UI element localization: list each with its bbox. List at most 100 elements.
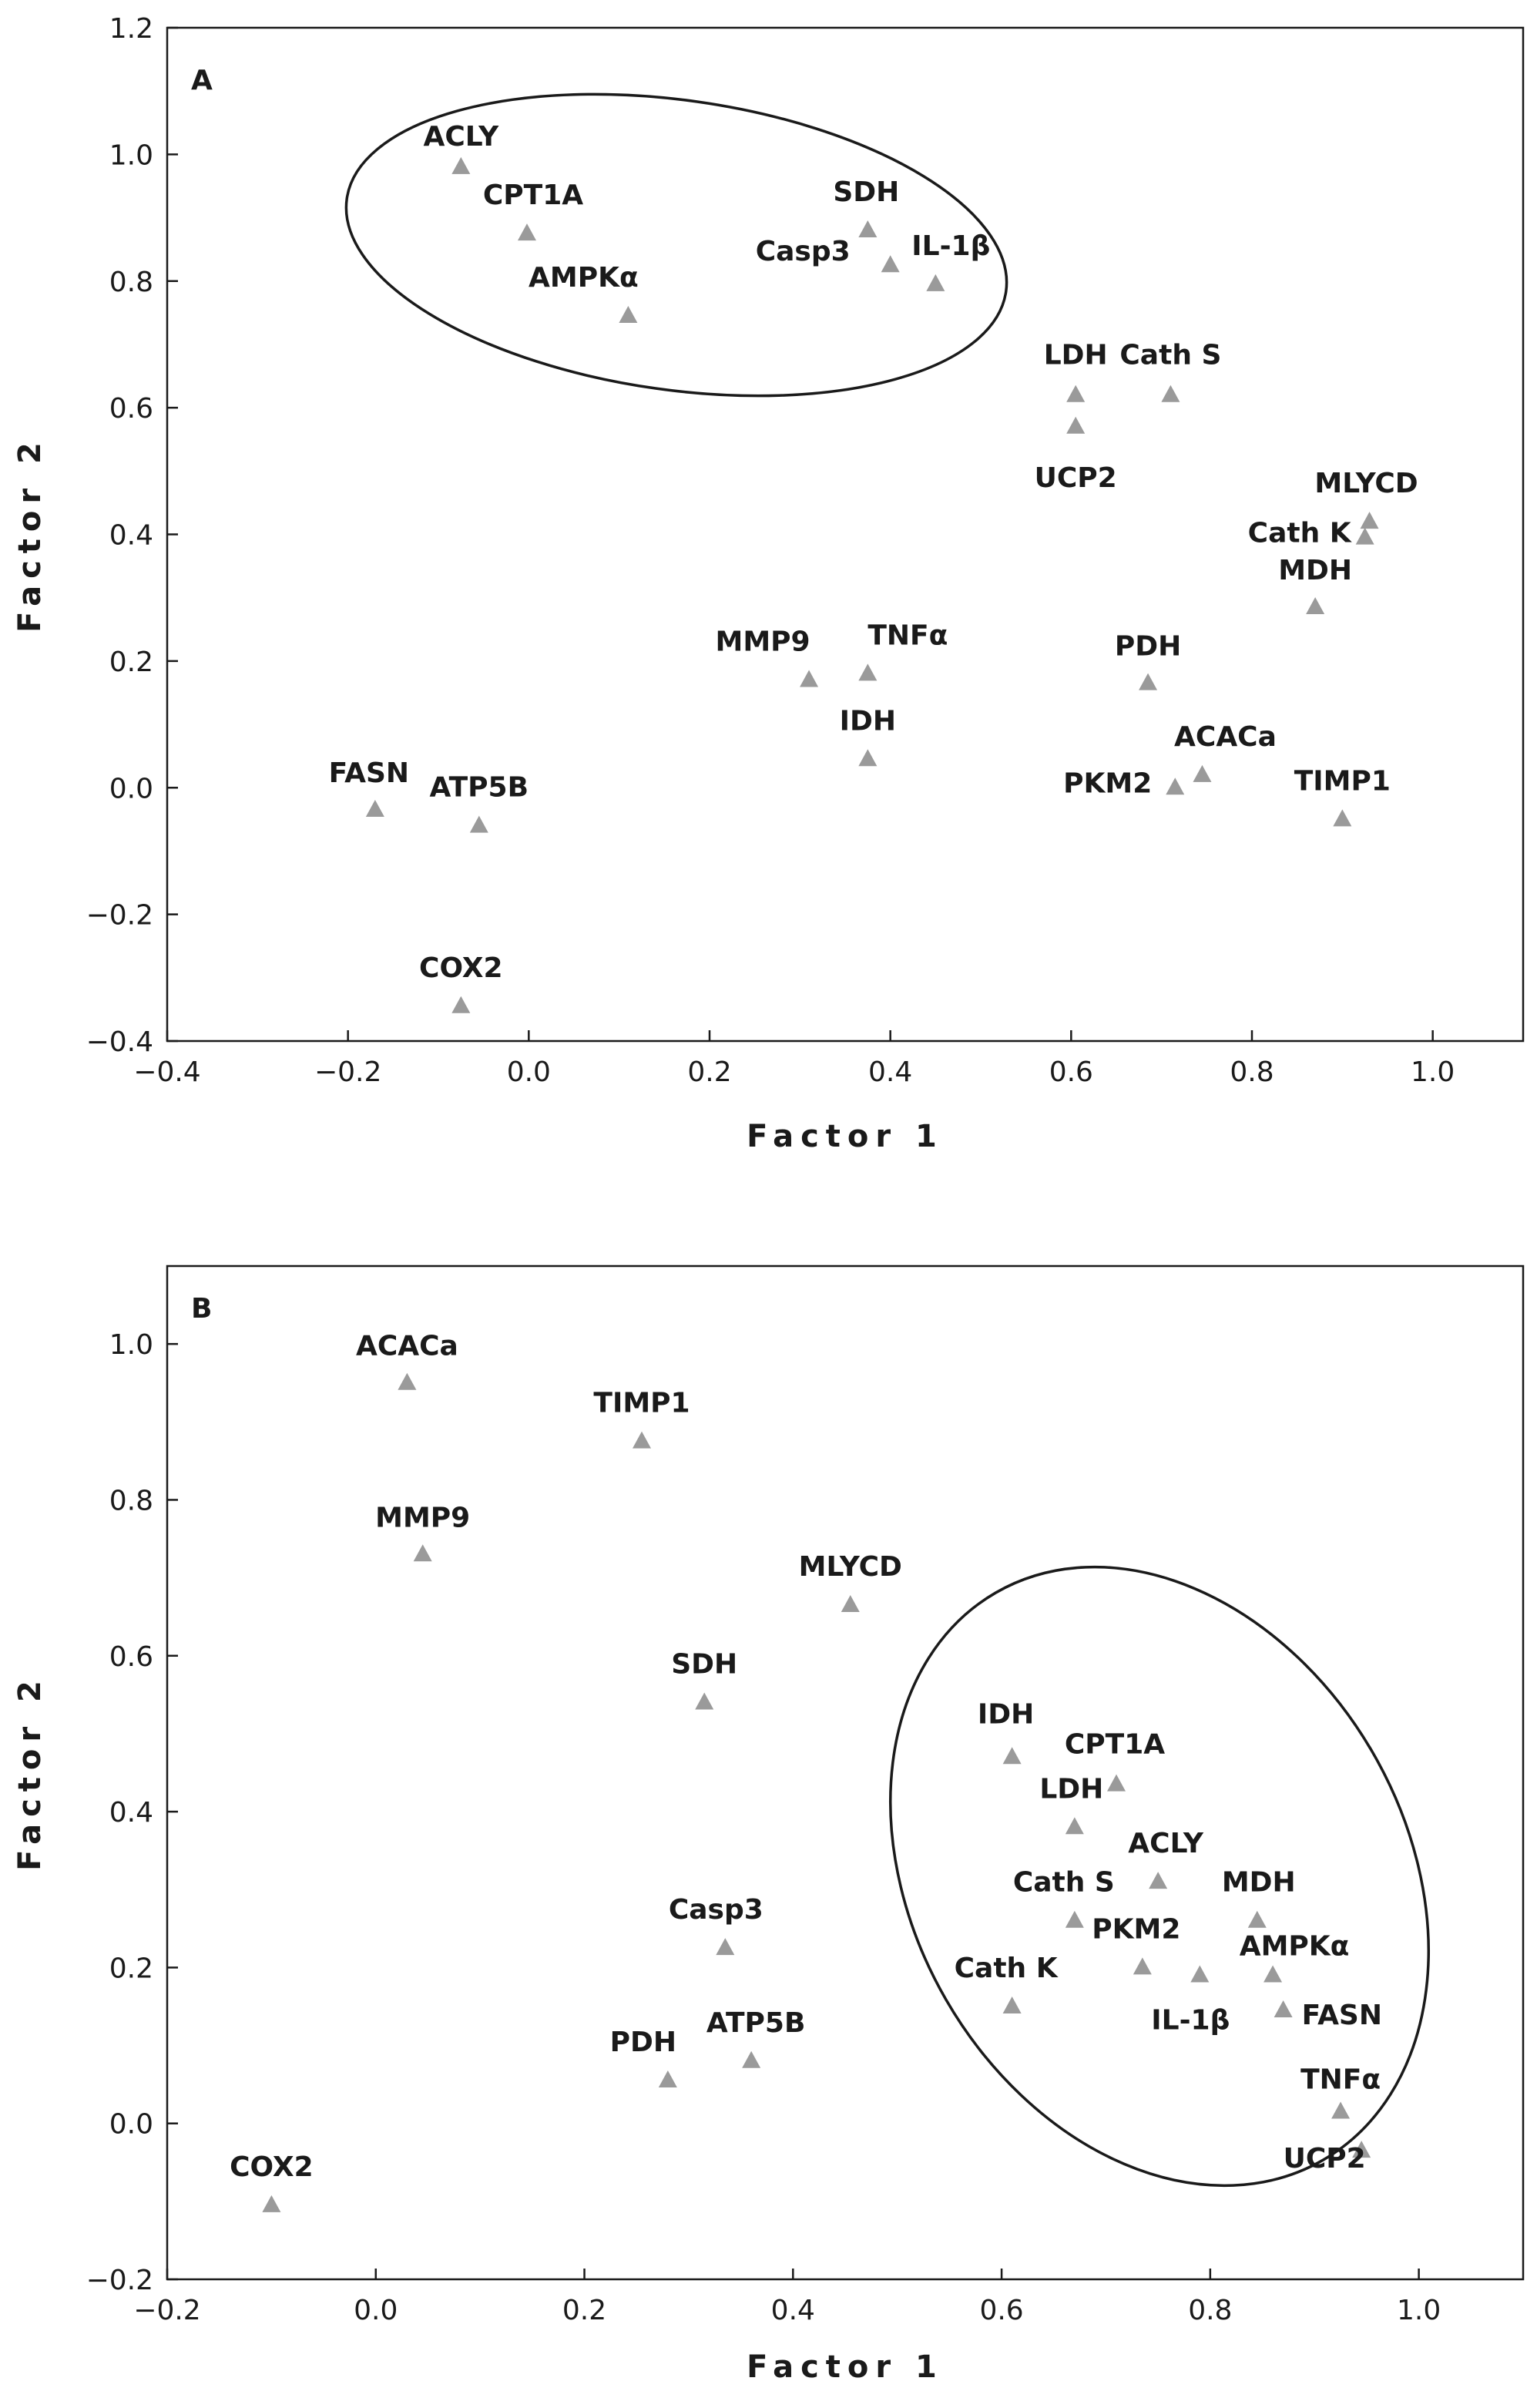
- x-tick-label-a: 0.8: [1230, 1056, 1274, 1088]
- point-mdh-b: [1247, 1910, 1267, 1928]
- point-label-ucp2-b: UCP2: [1284, 2143, 1366, 2175]
- panel-b: B −0.2 0.0 0.2 0.4 0.6 0.8 1.0 −0.2 0.0 0.2 0.4 0.…: [12, 1264, 1525, 2385]
- point-cath-k-b: [1002, 1996, 1022, 2013]
- point-label-sdh-b: SDH: [671, 1648, 737, 1680]
- point-label-timp1-b: TIMP1: [593, 1388, 690, 1419]
- point-label-timp1-a: TIMP1: [1294, 765, 1391, 797]
- point-fasn-b: [1274, 2000, 1293, 2018]
- x-tick-label-a: 0.0: [507, 1056, 551, 1088]
- x-tick-label-b: 0.0: [354, 2295, 398, 2326]
- point-sdh-a: [858, 220, 878, 237]
- point-label-idh-a: IDH: [840, 705, 896, 737]
- y-tick-label-a: 0.2: [109, 646, 153, 678]
- point-atp5b-b: [742, 2050, 761, 2068]
- panel-a: A −0.4 −0.2 0.0 0.2 0.4 0.6 0.8 1.0 1.2 −0.4 −0.2…: [12, 13, 1525, 1154]
- point-label-mlycd-a: MLYCD: [1314, 468, 1418, 499]
- point-il-1b-b: [1190, 1965, 1210, 1983]
- point-label-cpt1a-b: CPT1A: [1065, 1729, 1165, 1761]
- point-mlycd-b: [841, 1595, 860, 1613]
- point-label-acaca-a: ACACa: [1174, 721, 1277, 753]
- y-tick-label-a: 0.4: [109, 520, 153, 552]
- point-label-pdh-a: PDH: [1115, 631, 1181, 663]
- point-ldh-b: [1065, 1817, 1084, 1835]
- point-mmp9-b: [413, 1544, 432, 1562]
- point-label-casp3-a: Casp3: [756, 236, 851, 267]
- point-label-casp3-b: Casp3: [669, 1894, 763, 1926]
- x-tick-label-a: 0.6: [1049, 1056, 1093, 1088]
- point-casp3-b: [716, 1938, 735, 1956]
- point-pkm2-b: [1133, 1957, 1152, 1975]
- point-fasn-a: [365, 800, 384, 818]
- point-ucp2-a: [1066, 416, 1086, 434]
- point-tnfa-a: [858, 663, 878, 681]
- x-axis-title-b: Factor 1: [747, 2349, 944, 2385]
- point-cpt1a-b: [1107, 1774, 1126, 1792]
- x-tick-label-b: 0.8: [1188, 2295, 1232, 2326]
- cluster-ellipse-b: [889, 1565, 1430, 2188]
- point-cath-k-a: [1355, 527, 1374, 545]
- point-label-acaca-b: ACACa: [356, 1331, 458, 1362]
- point-label-pkm2-b: PKM2: [1092, 1913, 1180, 1945]
- x-axis-b: −0.2 0.0 0.2 0.4 0.6 0.8 1.0: [133, 2269, 1441, 2326]
- x-tick-label-b: 0.4: [771, 2295, 815, 2326]
- point-label-fasn-a: FASN: [329, 757, 409, 789]
- x-tick-label-a: −0.4: [133, 1056, 200, 1088]
- x-tick-label-b: −0.2: [133, 2295, 200, 2326]
- x-axis-a: −0.4 −0.2 0.0 0.2 0.4 0.6 0.8 1.0: [133, 1030, 1455, 1088]
- point-label-ampka-a: AMPKα: [529, 262, 639, 294]
- point-pkm2-a: [1166, 777, 1185, 795]
- cluster-ellipse-a: [344, 92, 1008, 398]
- point-label-acly-b: ACLY: [1128, 1828, 1204, 1859]
- point-ucp2-b: [1352, 2141, 1371, 2158]
- y-axis-b: −0.2 0.0 0.2 0.4 0.6 0.8 1.0: [86, 1329, 178, 2296]
- y-tick-label-b: 1.0: [109, 1329, 153, 1361]
- point-pdh-a: [1139, 673, 1158, 690]
- point-cath-s-b: [1065, 1910, 1084, 1928]
- point-label-ldh-b: LDH: [1039, 1773, 1103, 1805]
- y-tick-label-a: 0.0: [109, 773, 153, 804]
- point-il-1b-a: [926, 274, 945, 291]
- point-label-mdh-a: MDH: [1278, 555, 1352, 586]
- point-pdh-b: [658, 2070, 677, 2088]
- point-tnfa-b: [1331, 2101, 1351, 2119]
- x-tick-label-b: 1.0: [1397, 2295, 1441, 2326]
- y-tick-label-a: 0.6: [109, 393, 153, 425]
- x-tick-label-a: 0.2: [687, 1056, 731, 1088]
- x-tick-label-a: 1.0: [1411, 1056, 1455, 1088]
- point-label-cox2-a: COX2: [419, 952, 503, 984]
- panel-letter-a: A: [191, 65, 213, 96]
- point-label-cath-k-a: Cath K: [1248, 518, 1352, 549]
- point-label-cath-s-b: Cath S: [1013, 1867, 1115, 1899]
- point-timp1-a: [1333, 809, 1352, 827]
- point-label-mmp9-b: MMP9: [375, 1502, 470, 1533]
- point-label-cath-k-b: Cath K: [955, 1953, 1059, 1984]
- point-label-ldh-a: LDH: [1044, 340, 1108, 371]
- y-tick-label-b: 0.4: [109, 1797, 153, 1829]
- y-axis-a: −0.4 −0.2 0.0 0.2 0.4 0.6 0.8 1.0 1.2: [86, 13, 178, 1058]
- point-label-pdh-b: PDH: [610, 2027, 676, 2058]
- y-tick-label-b: −0.2: [86, 2265, 153, 2296]
- points-b: ACACa TIMP1 MMP9 MLYCD SDH IDH CPT1A LDH ACLY Cat…: [230, 1331, 1382, 2212]
- y-axis-title-a: Factor 2: [12, 435, 48, 633]
- point-label-il-1b-a: IL-1β: [911, 230, 990, 262]
- point-label-cpt1a-a: CPT1A: [483, 180, 583, 211]
- point-acaca-b: [398, 1372, 417, 1390]
- point-casp3-a: [881, 255, 900, 273]
- point-ldh-a: [1066, 385, 1086, 402]
- y-tick-label-b: 0.0: [109, 2109, 153, 2141]
- point-ampka-a: [619, 305, 638, 323]
- x-tick-label-a: 0.4: [868, 1056, 912, 1088]
- point-cox2-a: [451, 996, 471, 1013]
- point-label-sdh-a: SDH: [833, 176, 899, 208]
- point-label-atp5b-b: ATP5B: [706, 2007, 806, 2039]
- point-idh-b: [1002, 1747, 1022, 1765]
- point-label-ucp2-a: UCP2: [1035, 462, 1117, 494]
- point-atp5b-a: [469, 815, 488, 833]
- y-tick-label-b: 0.8: [109, 1485, 153, 1516]
- x-axis-title-a: Factor 1: [747, 1119, 944, 1154]
- point-label-tnfa-a: TNFα: [867, 620, 948, 651]
- point-cpt1a-a: [517, 223, 536, 241]
- point-label-acly-a: ACLY: [423, 121, 499, 153]
- point-mdh-a: [1306, 597, 1325, 615]
